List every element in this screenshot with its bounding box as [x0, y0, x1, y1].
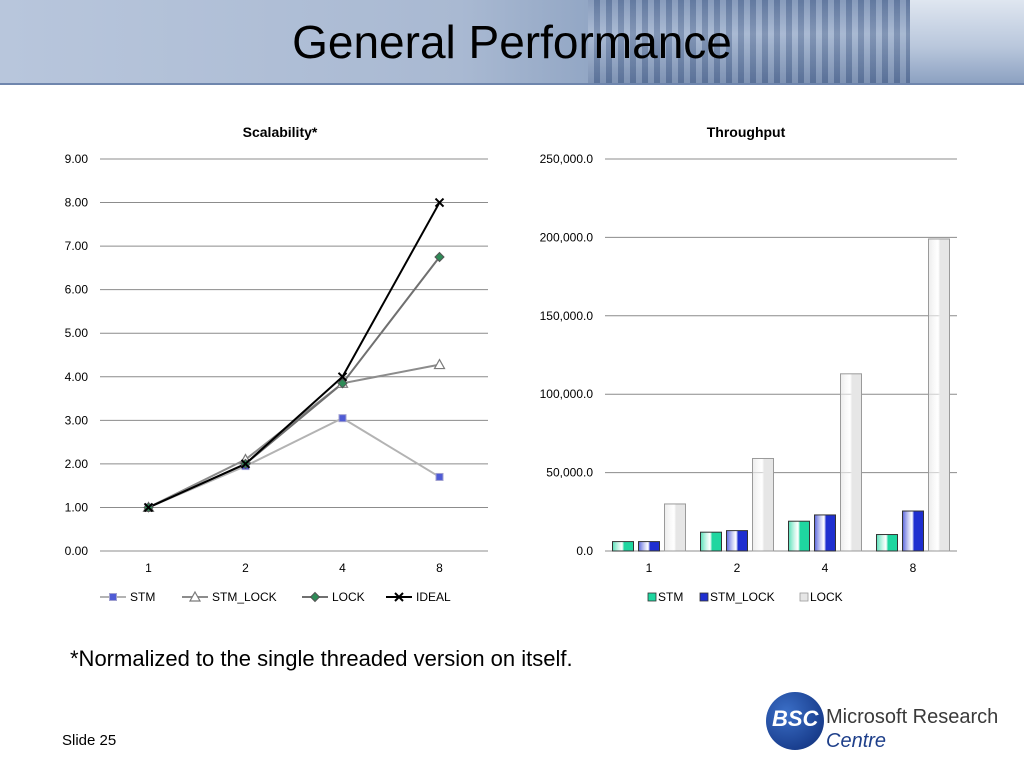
- y-tick-label: 150,000.0: [540, 309, 594, 323]
- series-line-ideal: [148, 202, 441, 509]
- bar-stm_lock: [638, 541, 660, 552]
- data-point-ideal: [434, 197, 445, 208]
- y-tick-label: 6.00: [65, 283, 89, 297]
- y-tick-label: 100,000.0: [540, 387, 594, 401]
- legend-swatch-stm: [647, 592, 657, 602]
- bar-stm_lock: [814, 514, 836, 552]
- data-point-ideal: [143, 502, 154, 513]
- header-banner: [0, 0, 1024, 85]
- slide-number: Slide 25: [62, 732, 117, 749]
- y-tick-label: 0.0: [576, 544, 593, 558]
- bsc-logo-mark: [766, 692, 824, 750]
- data-point-lock: [434, 251, 445, 263]
- bar-lock: [840, 373, 862, 552]
- x-tick-label: 8: [910, 561, 917, 575]
- y-tick-label: 200,000.0: [540, 230, 594, 244]
- bar-stm: [700, 531, 722, 552]
- y-tick-label: 3.00: [65, 413, 89, 427]
- data-point-stm: [338, 414, 347, 423]
- y-tick-label: 0.00: [65, 544, 89, 558]
- bar-lock: [664, 503, 686, 552]
- legend-label-ideal: IDEAL: [416, 590, 451, 604]
- bsc-microsoft-research-logo: BSC Microsoft Research Centre: [766, 692, 1006, 758]
- logo-name: Microsoft Research: [826, 706, 999, 728]
- y-tick-label: 7.00: [65, 239, 89, 253]
- logo-centre: Centre: [826, 730, 887, 752]
- bar-stm: [788, 520, 810, 552]
- y-tick-label: 8.00: [65, 196, 89, 210]
- y-tick-label: 1.00: [65, 500, 89, 514]
- legend-label-lock: LOCK: [810, 590, 843, 604]
- banner-building-photo: [910, 0, 1024, 85]
- legend-swatch-lock: [799, 592, 809, 602]
- bar-stm: [876, 534, 898, 552]
- x-tick-label: 4: [822, 561, 829, 575]
- throughput-chart: 0.0 50,000.0 100,000.0 150,000.0 200,000.0 25…: [540, 152, 957, 604]
- data-point-lock: [337, 378, 348, 389]
- series-line-stm_lock: [148, 363, 440, 509]
- bar-stm: [612, 541, 634, 552]
- x-tick-label: 1: [145, 561, 152, 575]
- y-tick-label: 9.00: [65, 152, 89, 166]
- scalability-chart: 0.00 1.00 2.00 3.00 4.00 5.00 6.00 7.00 8.00 9.00…: [65, 152, 488, 604]
- banner-divider: [0, 83, 1024, 85]
- data-point-stm: [109, 593, 117, 601]
- legend-label-lock: LOCK: [332, 590, 365, 604]
- data-point-stm_lock: [433, 358, 446, 370]
- bar-lock: [928, 238, 950, 552]
- scalability-chart-title: Scalability*: [242, 124, 318, 140]
- y-tick-label: 250,000.0: [540, 152, 594, 166]
- data-point-ideal: [240, 459, 251, 469]
- data-point-ideal: [337, 372, 348, 382]
- legend-label-stm: STM: [658, 590, 683, 604]
- throughput-chart-title: Throughput: [706, 124, 786, 140]
- bar-lock: [752, 457, 774, 552]
- legend-label-stm_lock: STM_LOCK: [212, 590, 277, 604]
- x-tick-label: 4: [339, 561, 346, 575]
- data-point-lock: [309, 591, 321, 603]
- y-tick-label: 5.00: [65, 326, 89, 340]
- series-line-stm: [148, 417, 441, 509]
- legend-label-stm: STM: [130, 590, 155, 604]
- footnote: *Normalized to the single threaded versi…: [70, 646, 573, 671]
- x-tick-label: 2: [734, 561, 741, 575]
- y-tick-label: 4.00: [65, 370, 89, 384]
- bar-stm_lock: [902, 510, 924, 552]
- y-tick-label: 50,000.0: [546, 466, 593, 480]
- data-point-stm: [435, 472, 444, 481]
- series-line-lock: [148, 256, 441, 509]
- y-tick-label: 2.00: [65, 457, 89, 471]
- data-point-stm_lock: [188, 590, 202, 602]
- x-tick-label: 1: [646, 561, 653, 575]
- slide-title: General Performance: [292, 16, 732, 68]
- x-tick-label: 2: [242, 561, 249, 575]
- legend-label-stm_lock: STM_LOCK: [710, 590, 775, 604]
- data-point-ideal: [394, 592, 404, 602]
- bar-stm_lock: [726, 530, 748, 552]
- legend-swatch-stm_lock: [699, 592, 709, 602]
- logo-mark-text: BSC: [772, 706, 819, 731]
- x-tick-label: 8: [436, 561, 443, 575]
